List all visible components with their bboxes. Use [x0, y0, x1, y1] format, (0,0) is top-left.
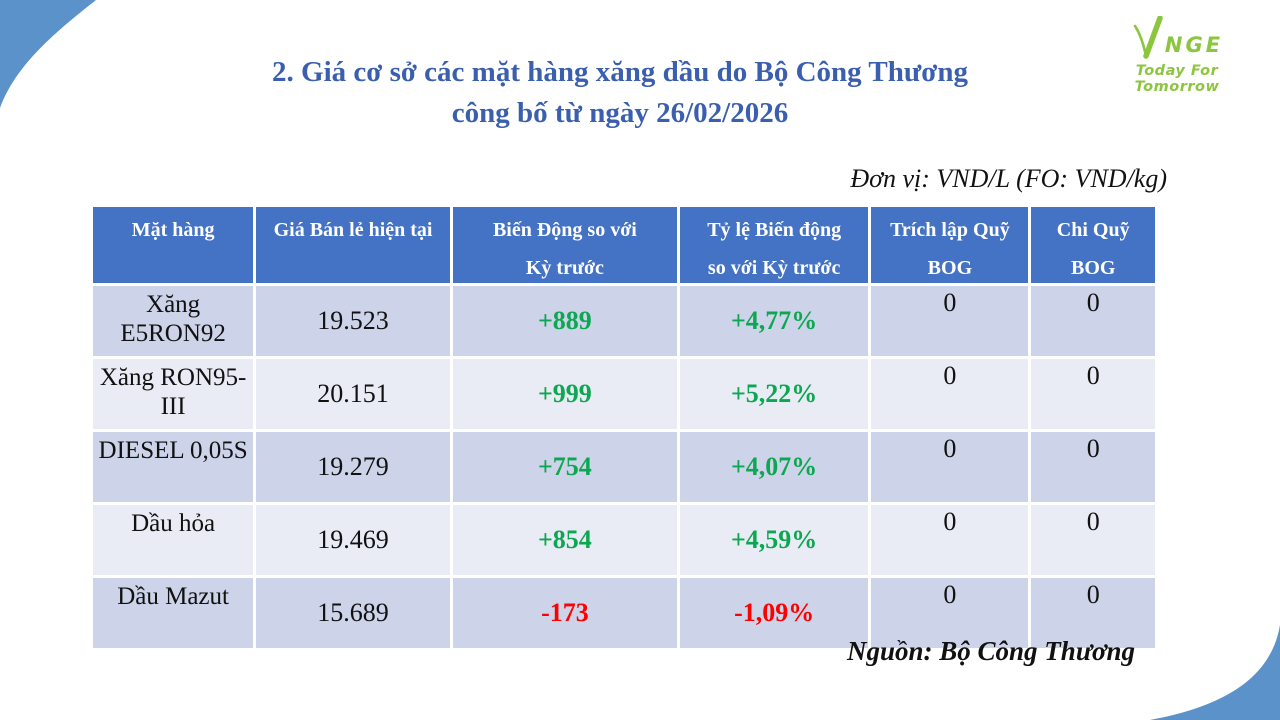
column-header-line1: Chi Quỹ	[1056, 219, 1130, 241]
product-name-cell: DIESEL 0,05S	[93, 432, 254, 502]
retail-price-cell: 15.689	[256, 578, 450, 648]
table-row: Xăng RON95-III 20.151 +999 +5,22% 0 0	[93, 359, 1155, 429]
fund-allocation-cell: 0	[871, 578, 1029, 648]
change-cell: -173	[452, 578, 677, 648]
fuel-price-table: Mặt hàng Giá Bán lẻ hiện tại Biến Động so …	[90, 204, 1158, 651]
column-header: Giá Bán lẻ hiện tại	[256, 207, 450, 283]
column-header-line1: Tỷ lệ Biến động	[707, 219, 842, 241]
column-header: Trích lập Quỹ BOG	[871, 207, 1029, 283]
logo-text: NGE	[1164, 33, 1224, 57]
slide-title-line1: 2. Giá cơ sở các mặt hàng xăng dầu do Bộ…	[272, 56, 968, 88]
corner-shape-top-left-path	[0, 0, 96, 108]
retail-price-cell: 19.469	[256, 505, 450, 575]
slide-title-line2: công bố từ ngày 26/02/2026	[451, 97, 789, 129]
unit-note: Đơn vị: VND/L (FO: VND/kg)	[850, 164, 1167, 193]
change-cell: +889	[452, 286, 677, 356]
column-header: Biến Động so với Kỳ trước	[452, 207, 677, 283]
product-name-cell: Dầu hỏa	[93, 505, 254, 575]
fund-spend-cell: 0	[1031, 359, 1155, 429]
change-cell: +854	[452, 505, 677, 575]
change-percent-cell: +5,22%	[679, 359, 869, 429]
fund-allocation-cell: 0	[871, 286, 1029, 356]
change-cell: +754	[452, 432, 677, 502]
fund-allocation-cell: 0	[871, 505, 1029, 575]
fund-spend-cell: 0	[1031, 432, 1155, 502]
vnge-logo-mark: NGE	[1092, 16, 1262, 60]
change-percent-cell: +4,77%	[679, 286, 869, 356]
table-row: DIESEL 0,05S 19.279 +754 +4,07% 0 0	[93, 432, 1155, 502]
column-header: Tỷ lệ Biến động so với Kỳ trước	[679, 207, 869, 283]
fund-allocation-cell: 0	[871, 432, 1029, 502]
logo-tagline: Today For Tomorrow	[1134, 63, 1220, 95]
column-header: Mặt hàng	[93, 207, 254, 283]
vnge-checkmark-v-icon	[1133, 16, 1163, 59]
corner-shape-top-left	[0, 0, 96, 108]
retail-price-cell: 19.523	[256, 286, 450, 356]
source-note: Nguồn: Bộ Công Thương	[847, 636, 1135, 666]
column-header-line1: Mặt hàng	[131, 219, 215, 241]
fund-allocation-cell: 0	[871, 359, 1029, 429]
vnge-logo: NGE Today For Tomorrow	[1092, 16, 1262, 95]
product-name-cell: Xăng E5RON92	[93, 286, 254, 356]
product-name-cell: Xăng RON95-III	[93, 359, 254, 429]
retail-price-cell: 19.279	[256, 432, 450, 502]
corner-shape-bottom-right	[1150, 625, 1280, 720]
column-header-line1: Trích lập Quỹ	[890, 219, 1010, 241]
retail-price-cell: 20.151	[256, 359, 450, 429]
table-row: Dầu Mazut 15.689 -173 -1,09% 0 0	[93, 578, 1155, 648]
column-header: Chi Quỹ BOG	[1031, 207, 1155, 283]
slide-title: 2. Giá cơ sở các mặt hàng xăng dầu do Bộ…	[90, 52, 1150, 134]
corner-shape-bottom-right-path	[1150, 625, 1280, 720]
fund-spend-cell: 0	[1031, 578, 1155, 648]
change-percent-cell: +4,59%	[679, 505, 869, 575]
table-row: Dầu hỏa 19.469 +854 +4,59% 0 0	[93, 505, 1155, 575]
change-cell: +999	[452, 359, 677, 429]
table-row: Xăng E5RON92 19.523 +889 +4,77% 0 0	[93, 286, 1155, 356]
column-header-line2: Kỳ trước	[525, 257, 604, 279]
fund-spend-cell: 0	[1031, 286, 1155, 356]
column-header-line1: Giá Bán lẻ hiện tại	[273, 219, 433, 241]
change-percent-cell: +4,07%	[679, 432, 869, 502]
fund-spend-cell: 0	[1031, 505, 1155, 575]
column-header-line1: Biến Động so với	[492, 219, 637, 241]
table-header-row: Mặt hàng Giá Bán lẻ hiện tại Biến Động so …	[93, 207, 1155, 283]
column-header-line2: BOG	[927, 257, 973, 279]
column-header-line2: so với Kỳ trước	[707, 257, 841, 279]
product-name-cell: Dầu Mazut	[93, 578, 254, 648]
change-percent-cell: -1,09%	[679, 578, 869, 648]
column-header-line2: BOG	[1070, 257, 1116, 279]
